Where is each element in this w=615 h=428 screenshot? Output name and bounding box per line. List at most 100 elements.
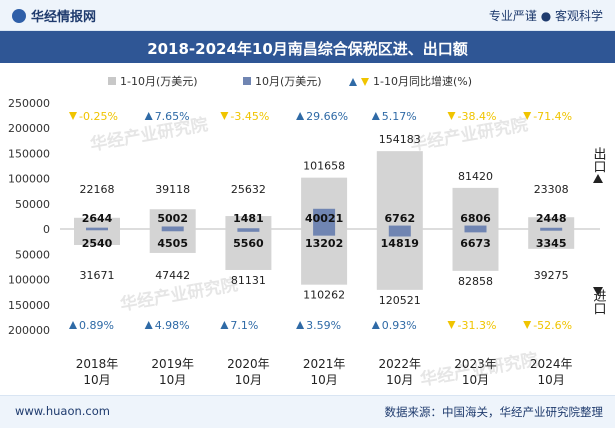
export-growth-label: 5.17%	[382, 110, 417, 123]
x-tick-label-month: 10月	[386, 373, 413, 387]
title-bar: 2018-2024年10月南昌综合保税区进、出口额	[0, 31, 615, 63]
export-month-bar	[86, 227, 108, 229]
import-cumulative-bar	[452, 229, 499, 271]
import-month-label: 13202	[305, 237, 343, 250]
x-tick-label-year: 2018年	[76, 357, 119, 371]
export-growth-triangle-icon	[220, 112, 229, 120]
import-growth-label: 7.1%	[230, 319, 258, 332]
export-month-label: 6806	[460, 212, 491, 225]
import-month-bar	[388, 229, 411, 237]
legend-swatch-month	[243, 77, 251, 85]
export-growth-label: 7.65%	[155, 110, 190, 123]
import-month-label: 14819	[381, 237, 419, 250]
export-growth-triangle-icon	[447, 112, 456, 120]
x-tick-label-year: 2024年	[530, 357, 573, 371]
import-growth-label: -52.6%	[533, 319, 572, 332]
export-month-bar	[464, 225, 487, 229]
export-growth-triangle-icon	[371, 112, 380, 120]
import-month-label: 5560	[233, 237, 264, 250]
export-cumulative-label: 81420	[458, 170, 493, 183]
y-tick-label: 100000	[8, 274, 50, 287]
export-growth-triangle-icon	[144, 112, 153, 120]
x-tick-label-year: 2023年	[454, 357, 497, 371]
brand-name: 华经情报网	[31, 10, 97, 25]
export-growth-label: -38.4%	[458, 110, 497, 123]
y-tick-label: 50000	[15, 248, 50, 261]
brand-logo-icon	[12, 9, 26, 23]
export-month-label: 5002	[157, 212, 188, 225]
export-month-label: 1481	[233, 212, 264, 225]
export-cumulative-label: 23308	[534, 183, 569, 196]
import-growth-label: 0.93%	[382, 319, 417, 332]
import-cumulative-label: 81131	[231, 274, 266, 287]
import-month-bar	[86, 229, 108, 231]
export-growth-label: -71.4%	[533, 110, 572, 123]
export-month-bar	[161, 226, 184, 229]
chart-title: 2018-2024年10月南昌综合保税区进、出口额	[147, 40, 468, 58]
import-side-label: 进口	[591, 289, 607, 315]
export-month-label: 2448	[536, 212, 567, 225]
import-month-label: 4505	[157, 237, 188, 250]
export-month-label: 6762	[384, 212, 415, 225]
x-tick-label-year: 2021年	[303, 357, 346, 371]
x-tick-label-year: 2019年	[151, 357, 194, 371]
import-month-label: 2540	[82, 237, 113, 250]
import-cumulative-bar	[225, 229, 272, 270]
import-cumulative-label: 120521	[379, 294, 421, 307]
x-tick-label-month: 10月	[538, 373, 565, 387]
y-tick-label: 150000	[8, 299, 50, 312]
export-month-bar	[540, 227, 563, 229]
tagline: 专业严谨 ● 客观科学	[488, 9, 603, 23]
import-cumulative-bar	[528, 229, 575, 249]
import-growth-triangle-icon	[220, 321, 229, 329]
export-cumulative-label: 101658	[303, 160, 345, 173]
top-bar: 华经情报网 专业严谨 ● 客观科学	[0, 0, 615, 31]
export-cumulative-bar	[225, 216, 272, 229]
import-growth-triangle-icon	[296, 321, 305, 329]
x-tick-label-month: 10月	[462, 373, 489, 387]
export-month-label: 2644	[82, 212, 113, 225]
export-month-bar	[237, 228, 260, 229]
legend-up-triangle-icon	[349, 78, 357, 86]
import-month-bar	[313, 229, 336, 236]
import-growth-triangle-icon	[69, 321, 77, 329]
legend-down-triangle-icon	[361, 78, 369, 86]
import-month-label: 3345	[536, 237, 567, 250]
website-link[interactable]: www.huaon.com	[15, 404, 110, 418]
y-tick-label: 200000	[8, 324, 50, 337]
import-cumulative-label: 110262	[303, 289, 345, 302]
export-cumulative-bar	[452, 187, 499, 229]
export-cumulative-bar	[74, 217, 120, 229]
export-growth-triangle-icon	[69, 112, 77, 120]
y-tick-label: 200000	[8, 122, 50, 135]
legend-label-growth: 1-10月同比增速(%)	[373, 74, 472, 88]
export-growth-label: -0.25%	[79, 110, 118, 123]
import-cumulative-label: 31671	[80, 269, 115, 282]
export-arrow-up-icon	[593, 174, 603, 183]
data-source: 数据来源：中国海关，华经产业研究院整理	[384, 405, 604, 419]
x-tick-label-month: 10月	[83, 373, 110, 387]
brand[interactable]: 华经情报网	[12, 6, 96, 25]
export-growth-label: -3.45%	[230, 110, 269, 123]
footer: www.huaon.com 数据来源：中国海关，华经产业研究院整理	[0, 395, 615, 428]
export-cumulative-label: 25632	[231, 183, 266, 196]
import-month-bar	[464, 229, 487, 233]
import-growth-label: -31.3%	[458, 319, 497, 332]
import-growth-label: 4.98%	[155, 319, 190, 332]
import-growth-label: 3.59%	[306, 319, 341, 332]
export-growth-triangle-icon	[523, 112, 532, 120]
x-tick-label-year: 2020年	[227, 357, 270, 371]
legend-label-cumulative: 1-10月(万美元)	[120, 75, 198, 88]
export-cumulative-bar	[149, 209, 196, 229]
y-tick-label: 50000	[15, 198, 50, 211]
import-cumulative-label: 39275	[534, 269, 569, 282]
import-cumulative-label: 82858	[458, 275, 493, 288]
import-cumulative-bar	[376, 229, 423, 290]
import-growth-triangle-icon	[447, 321, 456, 329]
import-month-bar	[540, 229, 563, 231]
import-month-bar	[161, 229, 184, 232]
x-tick-label-month: 10月	[235, 373, 262, 387]
export-cumulative-bar	[376, 151, 423, 229]
